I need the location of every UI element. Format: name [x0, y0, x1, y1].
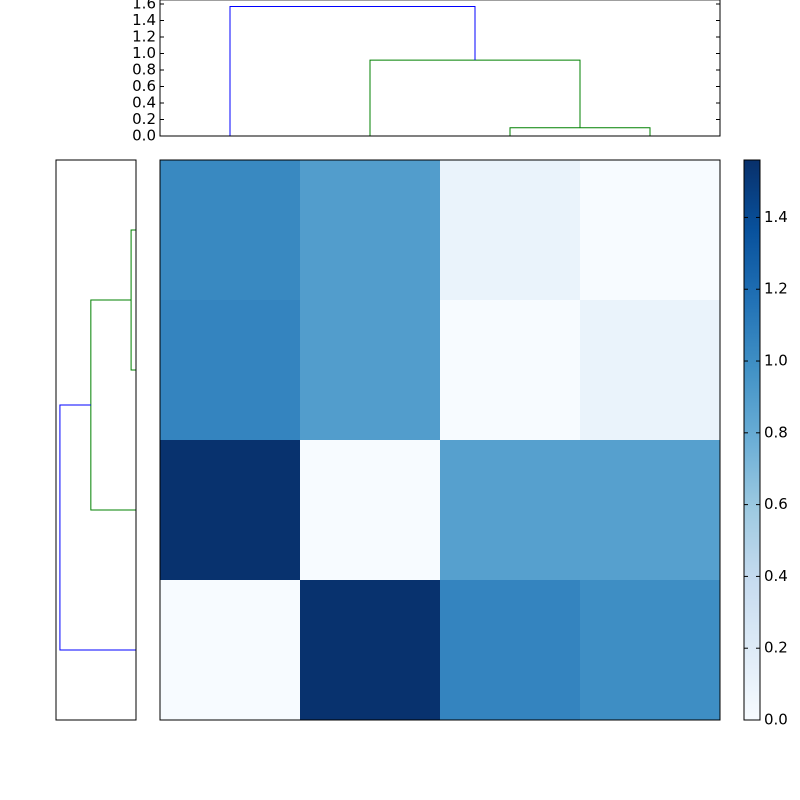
- heatmap-cell: [300, 580, 441, 721]
- heatmap-cell: [160, 580, 301, 721]
- y-tick-label: 1.0: [132, 44, 156, 62]
- y-tick-label: 0.6: [132, 77, 156, 95]
- heatmap-cell: [580, 580, 721, 721]
- dendrogram-link: [369, 59, 581, 136]
- heatmap-cell: [300, 440, 441, 581]
- colorbar: [744, 160, 760, 720]
- dendrogram-link: [509, 127, 651, 136]
- dendrogram-link: [229, 5, 476, 136]
- heatmap-cell: [440, 440, 581, 581]
- y-tick-label: 0.0: [132, 127, 156, 145]
- top-dendrogram-frame: [159, 0, 721, 137]
- colorbar-tick-label: 1.0: [764, 352, 788, 370]
- colorbar-tick-label: 0.8: [764, 423, 788, 441]
- colorbar-tick-label: 1.2: [764, 280, 788, 298]
- heatmap-cell: [580, 440, 721, 581]
- y-tick-label: 0.4: [132, 94, 156, 112]
- heatmap-cell: [580, 300, 721, 441]
- heatmap-cell: [440, 580, 581, 721]
- colorbar-tick-label: 0.2: [764, 639, 788, 657]
- heatmap-cell: [160, 440, 301, 581]
- dendrogram-link: [130, 229, 136, 371]
- heatmap-cell: [300, 300, 441, 441]
- colorbar-frame: [743, 159, 761, 721]
- colorbar-tick-label: 1.4: [764, 208, 788, 226]
- dendrogram-link: [90, 299, 136, 511]
- heatmap-cell: [160, 160, 301, 301]
- heatmap-cell: [160, 300, 301, 441]
- y-tick-label: 1.6: [132, 0, 156, 13]
- y-tick-label: 0.2: [132, 110, 156, 128]
- y-tick-label: 0.8: [132, 61, 156, 79]
- colorbar-tick-label: 0.4: [764, 567, 788, 585]
- heatmap-frame: [159, 159, 721, 721]
- y-tick-label: 1.2: [132, 28, 156, 46]
- left-dendrogram-frame: [55, 159, 137, 721]
- heatmap-cell: [300, 160, 441, 301]
- dendrogram-link: [59, 404, 136, 651]
- heatmap-cell: [440, 160, 581, 301]
- y-tick-label: 1.4: [132, 11, 156, 29]
- heatmap-cell: [440, 300, 581, 441]
- colorbar-tick-label: 0.6: [764, 495, 788, 513]
- heatmap-cell: [580, 160, 721, 301]
- colorbar-tick-label: 0.0: [764, 711, 788, 729]
